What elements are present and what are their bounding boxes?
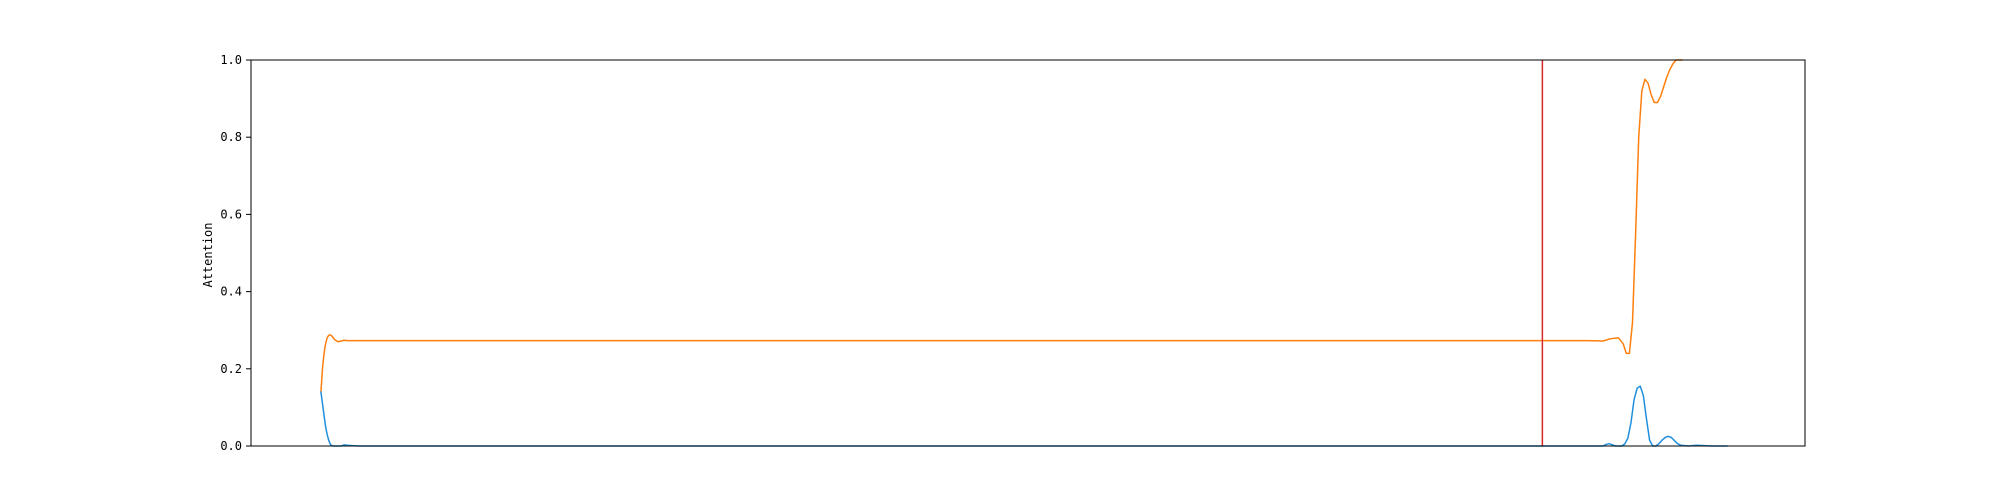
y-tick-label: 0.8 <box>220 130 242 144</box>
plot-frame <box>250 59 1806 447</box>
y-tick-label: 0.0 <box>220 439 242 453</box>
axes: 0.0 0.2 0.4 0.6 0.8 1.0 <box>220 53 1806 453</box>
y-axis-label: Attention <box>201 222 215 287</box>
y-tick-label: 1.0 <box>220 53 242 67</box>
plot-area <box>251 60 1805 446</box>
series-line-0 <box>320 59 1683 393</box>
plot-background <box>251 60 1805 446</box>
y-tick-label: 0.6 <box>220 207 242 221</box>
y-tick-label: 0.2 <box>220 362 242 376</box>
y-tick-label: 0.4 <box>220 285 242 299</box>
